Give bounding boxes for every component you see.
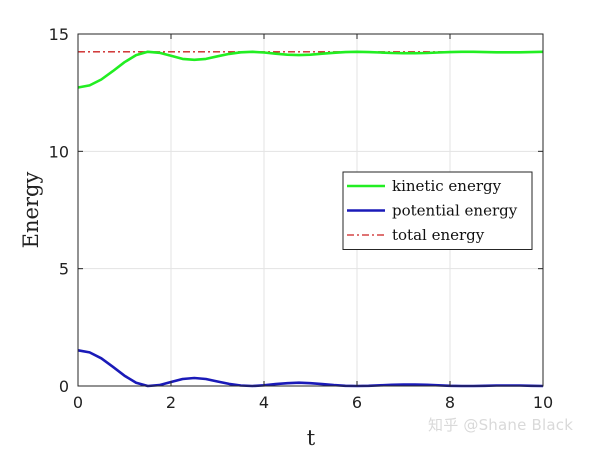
x-axis-title: t bbox=[307, 426, 316, 450]
potential-energy-line bbox=[77, 349, 544, 388]
y-tick-label: 10 bbox=[49, 142, 69, 161]
x-tick-label: 6 bbox=[352, 393, 362, 412]
x-tick-label: 2 bbox=[166, 393, 176, 412]
legend-label: kinetic energy bbox=[392, 177, 502, 195]
y-tick-label: 15 bbox=[49, 25, 69, 44]
y-tick-label: 0 bbox=[59, 377, 69, 396]
x-tick-label: 4 bbox=[259, 393, 269, 412]
watermark-text: 知乎 @Shane Black bbox=[428, 416, 574, 434]
y-axis-title: Energy bbox=[19, 172, 43, 249]
x-tick-label: 10 bbox=[533, 393, 553, 412]
x-tick-label: 8 bbox=[445, 393, 455, 412]
plot-frame bbox=[77, 33, 544, 387]
legend: kinetic energy potential energy total ener… bbox=[342, 171, 533, 250]
legend-label: total energy bbox=[392, 226, 485, 244]
x-tick-label: 0 bbox=[73, 393, 83, 412]
legend-label: potential energy bbox=[392, 202, 518, 220]
axis-ticks: 0 2 4 6 8 10 0 5 10 15 bbox=[49, 25, 554, 412]
kinetic-energy-line bbox=[77, 50, 544, 89]
y-tick-label: 5 bbox=[59, 260, 69, 279]
